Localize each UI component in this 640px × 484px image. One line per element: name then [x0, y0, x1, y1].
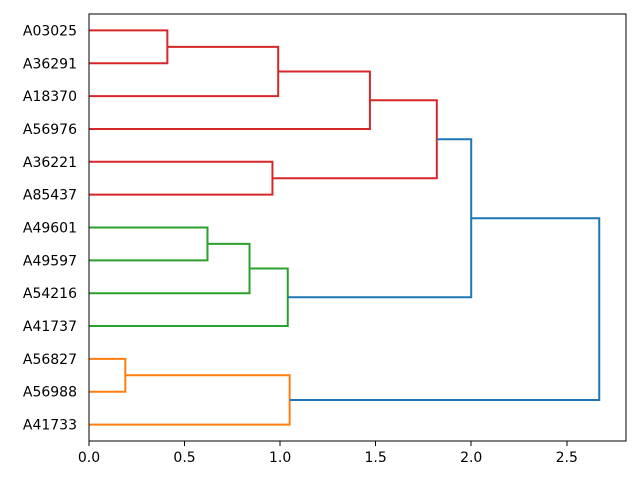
leaf-label: A54216: [23, 286, 77, 302]
leaf-label: A56976: [23, 122, 77, 138]
leaf-label: A03025: [23, 23, 77, 39]
x-axis-tick-label: 2.5: [556, 450, 578, 466]
dendrogram-link: [289, 217, 601, 401]
x-axis-tick-label: 1.0: [269, 450, 291, 466]
leaf-label: A36291: [23, 56, 77, 72]
x-axis-tick-label: 0.5: [173, 450, 195, 466]
leaf-label: A18370: [23, 89, 77, 105]
x-axis-tick-label: 0.0: [78, 450, 100, 466]
leaf-label: A36221: [23, 155, 77, 171]
dendrogram-link: [287, 138, 473, 299]
dendrogram-link: [89, 29, 169, 65]
plot-border: [88, 13, 627, 442]
leaf-label: A85437: [23, 188, 77, 204]
dendrogram-link: [89, 267, 289, 328]
leaf-label: A49597: [23, 253, 77, 269]
dendrogram-link: [89, 45, 280, 98]
dendrogram-link: [89, 374, 291, 426]
dendrogram-link: [89, 160, 274, 196]
leaf-label: A56988: [23, 385, 77, 401]
leaf-label: A41737: [23, 319, 77, 335]
x-axis-tick-label: 2.0: [460, 450, 482, 466]
leaf-label: A56827: [23, 352, 77, 368]
leaf-label: A41733: [23, 418, 77, 434]
leaf-label: A49601: [23, 221, 77, 237]
x-axis-tick-label: 1.5: [365, 450, 387, 466]
